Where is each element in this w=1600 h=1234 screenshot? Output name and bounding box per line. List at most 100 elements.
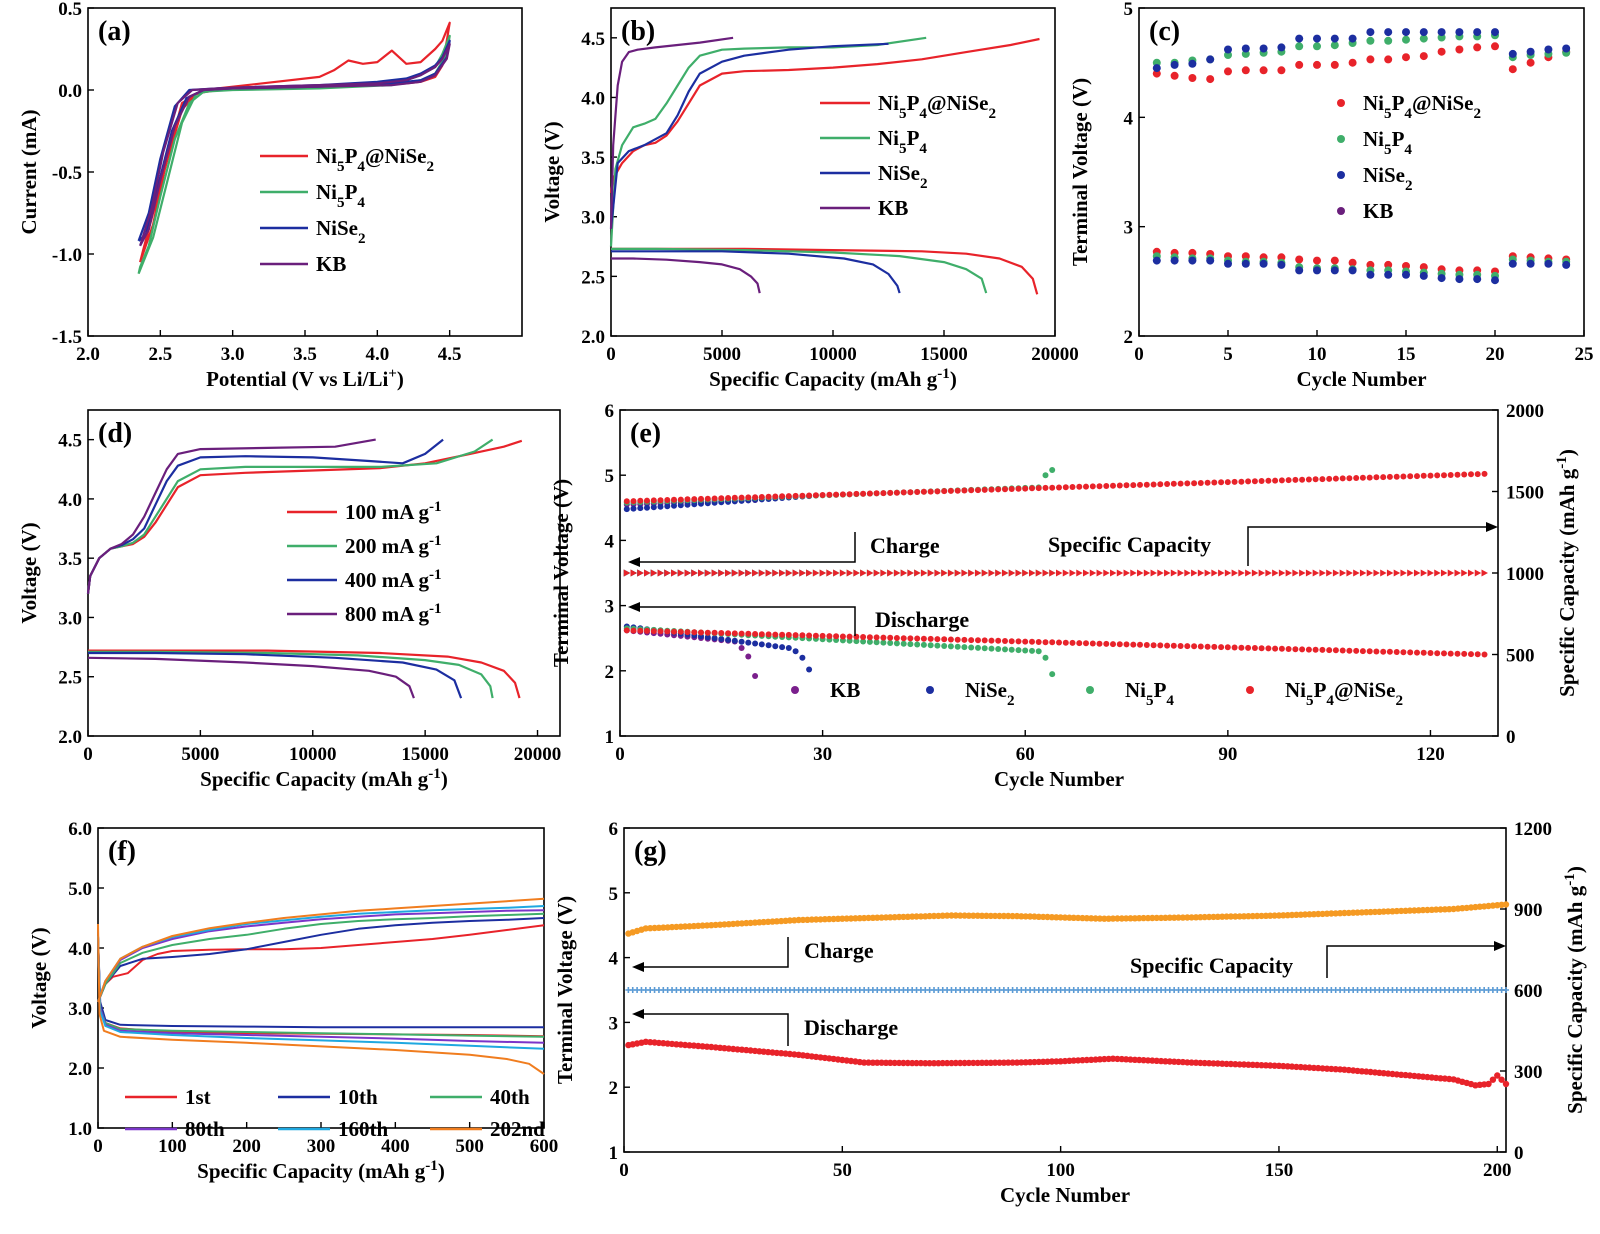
charge-voltage-point [792, 492, 799, 499]
y-tick-label: 1 [605, 727, 615, 748]
capacity-point [1137, 569, 1144, 577]
x-tick-label: 5000 [181, 744, 219, 765]
discharge-voltage-point [752, 631, 759, 637]
discharge-voltage-point [1330, 256, 1339, 265]
discharge-voltage-point [893, 635, 900, 641]
capacity-point [1130, 569, 1137, 577]
legend-label: KB [316, 252, 346, 276]
discharge-voltage-point [874, 1059, 881, 1066]
x-axis-label: Potential (V vs Li/Li+) [206, 366, 404, 391]
charge-voltage-point [1330, 41, 1339, 50]
charge-voltage-point [1227, 913, 1235, 920]
capacity-point [1299, 569, 1306, 577]
panel-label: (c) [1149, 16, 1180, 47]
capacity-point [1312, 569, 1320, 577]
discharge-voltage-point [1285, 646, 1292, 652]
discharge-voltage-point [900, 1059, 907, 1067]
capacity-point [718, 569, 725, 577]
discharge-voltage-point [799, 654, 806, 661]
capacity-point [1407, 569, 1414, 577]
charge-voltage-point [1402, 35, 1410, 44]
y2-tick-label: 900 [1514, 900, 1543, 921]
x-tick-label: 25 [1575, 344, 1594, 365]
charge-voltage-point [1339, 475, 1346, 482]
discharge-voltage-point [812, 632, 819, 639]
y-tick-label: -0.5 [52, 163, 82, 184]
discharge-voltage-point [1526, 259, 1535, 268]
charge-voltage-point [1434, 472, 1441, 479]
y-tick-label: 5.0 [68, 879, 92, 900]
charge-voltage-point [1455, 45, 1464, 54]
plot-frame [97, 827, 545, 1129]
discharge-voltage-point [1420, 649, 1427, 656]
capacity-point [637, 569, 644, 577]
discharge-voltage-point [1143, 642, 1150, 648]
charge-voltage-point [1313, 34, 1321, 43]
legend-marker [1086, 686, 1094, 694]
discharge-voltage-point [907, 635, 914, 642]
capacity-point [1022, 569, 1029, 577]
charge-voltage-point [1164, 481, 1171, 487]
charge-voltage-point [1332, 475, 1339, 482]
charge-voltage-point [1157, 481, 1164, 488]
capacity-point [1413, 569, 1421, 577]
discharge-voltage-point [1164, 642, 1171, 649]
charge-voltage-point [752, 494, 759, 501]
charge-voltage-point [1015, 485, 1022, 492]
discharge-voltage-point [1029, 638, 1035, 645]
x-tick-label: 200 [1483, 1160, 1512, 1181]
panel-label: (d) [98, 418, 132, 449]
x-tick-label: 500 [455, 1136, 484, 1157]
charge-voltage-point [644, 497, 650, 504]
discharge-voltage-point [952, 1059, 959, 1067]
discharge-voltage-point [745, 653, 752, 660]
charge-voltage-point [1177, 480, 1184, 487]
y-tick-label: 2 [605, 662, 615, 683]
discharge-voltage-point [806, 666, 813, 673]
y-tick-label: -1.0 [52, 245, 82, 266]
panel-c: 0 5 10 15 20 25 2 3 4 5 (c) Cycle Number Terminal Vo… [1068, 0, 1594, 391]
charge-voltage-point [1473, 28, 1482, 37]
discharge-voltage-point [1407, 649, 1414, 656]
discharge-voltage-point [1015, 638, 1022, 645]
discharge-voltage-point [711, 635, 718, 642]
charge-voltage-point [1420, 472, 1427, 479]
charge-curve [97, 924, 545, 1003]
discharge-voltage-point [981, 637, 988, 644]
discharge-curve [611, 257, 761, 294]
discharge-curve [97, 935, 544, 1029]
charge-voltage-point [630, 498, 637, 505]
discharge-voltage-point [1278, 645, 1285, 652]
y-axis-label: Terminal Voltage (V) [553, 896, 577, 1084]
charge-voltage-point [833, 491, 840, 498]
discharge-voltage-point [1110, 641, 1116, 648]
discharge-voltage-point [1481, 651, 1488, 658]
panel-e: 0 30 60 90 120 1 2 3 4 5 6 (e) Cycle Number Terminal … [549, 401, 1579, 791]
discharge-voltage-point [1170, 256, 1179, 265]
discharge-voltage-point [860, 1059, 868, 1066]
discharge-voltage-point [996, 1059, 1003, 1066]
discharge-voltage-point [1035, 648, 1042, 655]
legend-label: NiSe2 [965, 678, 1015, 709]
capacity-point [677, 569, 685, 577]
legend-label: Ni5P4@NiSe2 [878, 91, 996, 122]
discharge-voltage-point [1251, 645, 1258, 651]
cv-curve [139, 21, 451, 263]
charge-voltage-point [1299, 476, 1306, 483]
y-tick-label: -1.5 [52, 327, 82, 348]
discharge-curve [611, 250, 901, 294]
discharge-voltage-point [947, 643, 954, 650]
charge-voltage-point [1285, 477, 1292, 484]
discharge-voltage-point [718, 630, 725, 636]
charge-voltage-point [691, 501, 698, 508]
discharge-voltage-point [1049, 671, 1056, 678]
charge-voltage-point [1455, 28, 1464, 37]
legend-marker [1337, 207, 1345, 215]
capacity-point [914, 569, 921, 577]
discharge-voltage-point [1502, 1080, 1510, 1088]
capacity-point [866, 569, 874, 577]
discharge-voltage-point [1485, 1080, 1492, 1088]
panel-label: (f) [108, 836, 136, 867]
capacity-point [1386, 569, 1394, 577]
panel-g: 0 50 100 150 200 1 2 3 4 5 6 (g) Cycle Number Termina… [553, 819, 1587, 1207]
